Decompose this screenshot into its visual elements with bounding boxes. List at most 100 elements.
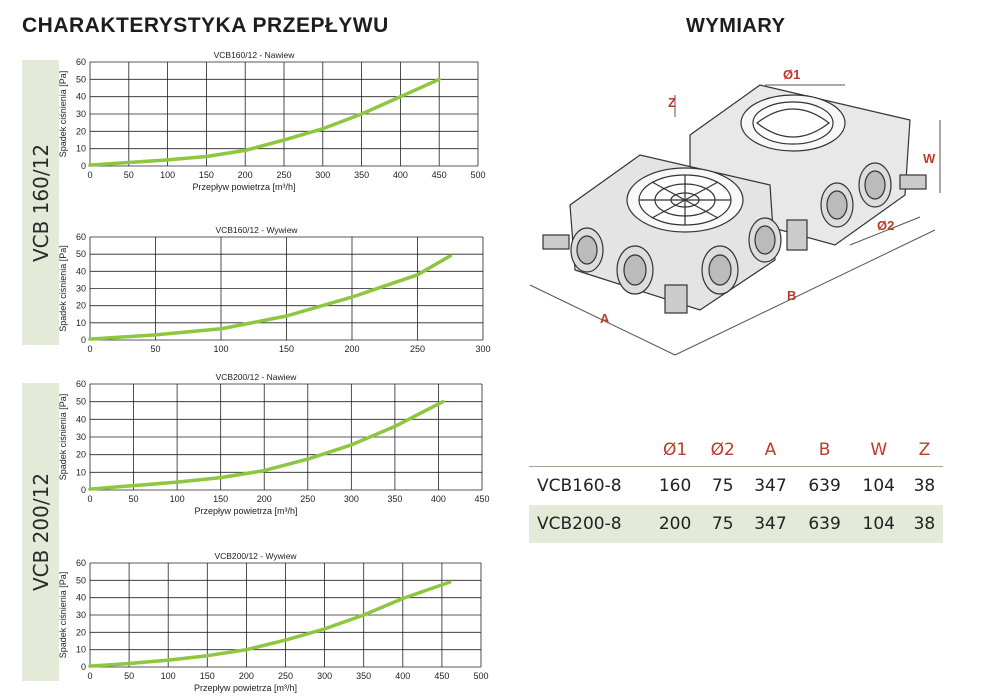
x-tick-label: 400 bbox=[395, 671, 410, 681]
cell-z: 38 bbox=[905, 466, 943, 505]
x-tick-label: 400 bbox=[393, 170, 408, 180]
x-tick-label: 0 bbox=[87, 671, 92, 681]
product-drawing: Ø1 Ø2 A B W Z bbox=[529, 67, 941, 356]
dim-label-z: Z bbox=[668, 95, 676, 110]
y-tick-label: 10 bbox=[76, 467, 86, 477]
x-tick-label: 150 bbox=[279, 344, 294, 354]
y-tick-label: 40 bbox=[76, 414, 86, 424]
x-tick-label: 150 bbox=[213, 494, 228, 504]
y-tick-label: 60 bbox=[76, 57, 86, 67]
dim-label-d2: Ø2 bbox=[877, 218, 894, 233]
x-tick-label: 500 bbox=[470, 170, 485, 180]
x-axis-label: Przepływ powietrza [m³/h] bbox=[194, 506, 297, 516]
chart-title: VCB200/12 - Nawiew bbox=[216, 372, 298, 382]
y-tick-label: 60 bbox=[76, 558, 86, 568]
chart-title: VCB160/12 - Wywiew bbox=[215, 225, 298, 235]
x-tick-label: 250 bbox=[410, 344, 425, 354]
x-tick-label: 50 bbox=[124, 170, 134, 180]
cell-d1: 200 bbox=[648, 505, 703, 543]
y-tick-label: 0 bbox=[81, 161, 86, 171]
header-blank bbox=[529, 434, 648, 467]
x-tick-label: 0 bbox=[87, 494, 92, 504]
y-tick-label: 10 bbox=[76, 645, 86, 655]
x-tick-label: 200 bbox=[239, 671, 254, 681]
y-tick-label: 0 bbox=[81, 335, 86, 345]
y-tick-label: 30 bbox=[76, 432, 86, 442]
y-tick-label: 50 bbox=[76, 74, 86, 84]
x-axis-label: Przepływ powietrza [m³/h] bbox=[194, 683, 297, 693]
x-tick-label: 450 bbox=[474, 494, 489, 504]
x-tick-label: 450 bbox=[434, 671, 449, 681]
cell-z: 38 bbox=[905, 505, 943, 543]
x-tick-label: 400 bbox=[431, 494, 446, 504]
y-tick-label: 40 bbox=[76, 266, 86, 276]
y-tick-label: 40 bbox=[76, 593, 86, 603]
x-tick-label: 100 bbox=[161, 671, 176, 681]
cell-b: 639 bbox=[797, 505, 852, 543]
x-tick-label: 50 bbox=[150, 344, 160, 354]
header-z: Z bbox=[918, 440, 931, 460]
x-tick-label: 250 bbox=[278, 671, 293, 681]
x-tick-label: 500 bbox=[473, 671, 488, 681]
table-row: VCB200-8 200 75 347 639 104 38 bbox=[529, 505, 943, 543]
x-tick-label: 0 bbox=[87, 170, 92, 180]
x-tick-label: 100 bbox=[160, 170, 175, 180]
x-tick-label: 450 bbox=[432, 170, 447, 180]
y-tick-label: 20 bbox=[76, 301, 86, 311]
x-tick-label: 50 bbox=[129, 494, 139, 504]
cell-w: 104 bbox=[851, 505, 906, 543]
model-band-160: VCB 160/12 bbox=[22, 60, 59, 345]
y-tick-label: 30 bbox=[76, 610, 86, 620]
x-tick-label: 250 bbox=[276, 170, 291, 180]
y-tick-label: 50 bbox=[76, 397, 86, 407]
y-tick-label: 60 bbox=[76, 232, 86, 242]
y-tick-label: 50 bbox=[76, 575, 86, 585]
x-tick-label: 200 bbox=[344, 344, 359, 354]
x-tick-label: 250 bbox=[300, 494, 315, 504]
cell-d1: 160 bbox=[648, 466, 703, 505]
x-tick-label: 350 bbox=[387, 494, 402, 504]
header-d1: Ø1 bbox=[662, 440, 688, 460]
x-tick-label: 350 bbox=[354, 170, 369, 180]
y-tick-label: 0 bbox=[81, 485, 86, 495]
pressure-drop-curve bbox=[88, 580, 452, 668]
x-tick-label: 100 bbox=[170, 494, 185, 504]
y-tick-label: 20 bbox=[76, 126, 86, 136]
header-a: A bbox=[764, 440, 777, 460]
flow-characteristics-heading: CHARAKTERYSTYKA PRZEPŁYWU bbox=[22, 14, 389, 37]
pressure-drop-curve bbox=[88, 399, 445, 491]
header-w: W bbox=[870, 440, 888, 460]
dim-label-b: B bbox=[787, 288, 796, 303]
y-tick-label: 50 bbox=[76, 249, 86, 259]
x-tick-label: 150 bbox=[199, 170, 214, 180]
cell-b: 639 bbox=[797, 466, 852, 505]
dimensions-header-row: Ø1 Ø2 A B W Z bbox=[529, 434, 943, 467]
row-model-name: VCB160-8 bbox=[529, 466, 648, 505]
x-tick-label: 300 bbox=[475, 344, 490, 354]
y-tick-label: 60 bbox=[76, 379, 86, 389]
header-b: B bbox=[818, 440, 831, 460]
dim-label-d1: Ø1 bbox=[783, 67, 800, 82]
pressure-drop-curve bbox=[88, 77, 441, 167]
row-model-name: VCB200-8 bbox=[529, 505, 648, 543]
x-tick-label: 300 bbox=[315, 170, 330, 180]
table-row: VCB160-8 160 75 347 639 104 38 bbox=[529, 466, 943, 505]
y-axis-label: Spadek ciśnienia [Pa] bbox=[58, 245, 68, 332]
x-tick-label: 0 bbox=[87, 344, 92, 354]
cell-d2: 75 bbox=[702, 466, 744, 505]
x-tick-label: 350 bbox=[356, 671, 371, 681]
y-tick-label: 10 bbox=[76, 144, 86, 154]
cell-w: 104 bbox=[851, 466, 906, 505]
x-tick-label: 100 bbox=[213, 344, 228, 354]
cell-a: 347 bbox=[743, 466, 798, 505]
header-d2: Ø2 bbox=[710, 440, 735, 460]
chart-title: VCB160/12 - Nawiew bbox=[214, 50, 296, 60]
y-tick-label: 30 bbox=[76, 109, 86, 119]
x-tick-label: 300 bbox=[344, 494, 359, 504]
x-tick-label: 50 bbox=[124, 671, 134, 681]
y-axis-label: Spadek ciśnienia [Pa] bbox=[58, 71, 68, 158]
y-tick-label: 20 bbox=[76, 627, 86, 637]
chart-title: VCB200/12 - Wywiew bbox=[214, 551, 297, 561]
dimensions-table: Ø1 Ø2 A B W Z VCB160-8 160 75 347 639 10… bbox=[529, 434, 943, 543]
x-tick-label: 150 bbox=[200, 671, 215, 681]
